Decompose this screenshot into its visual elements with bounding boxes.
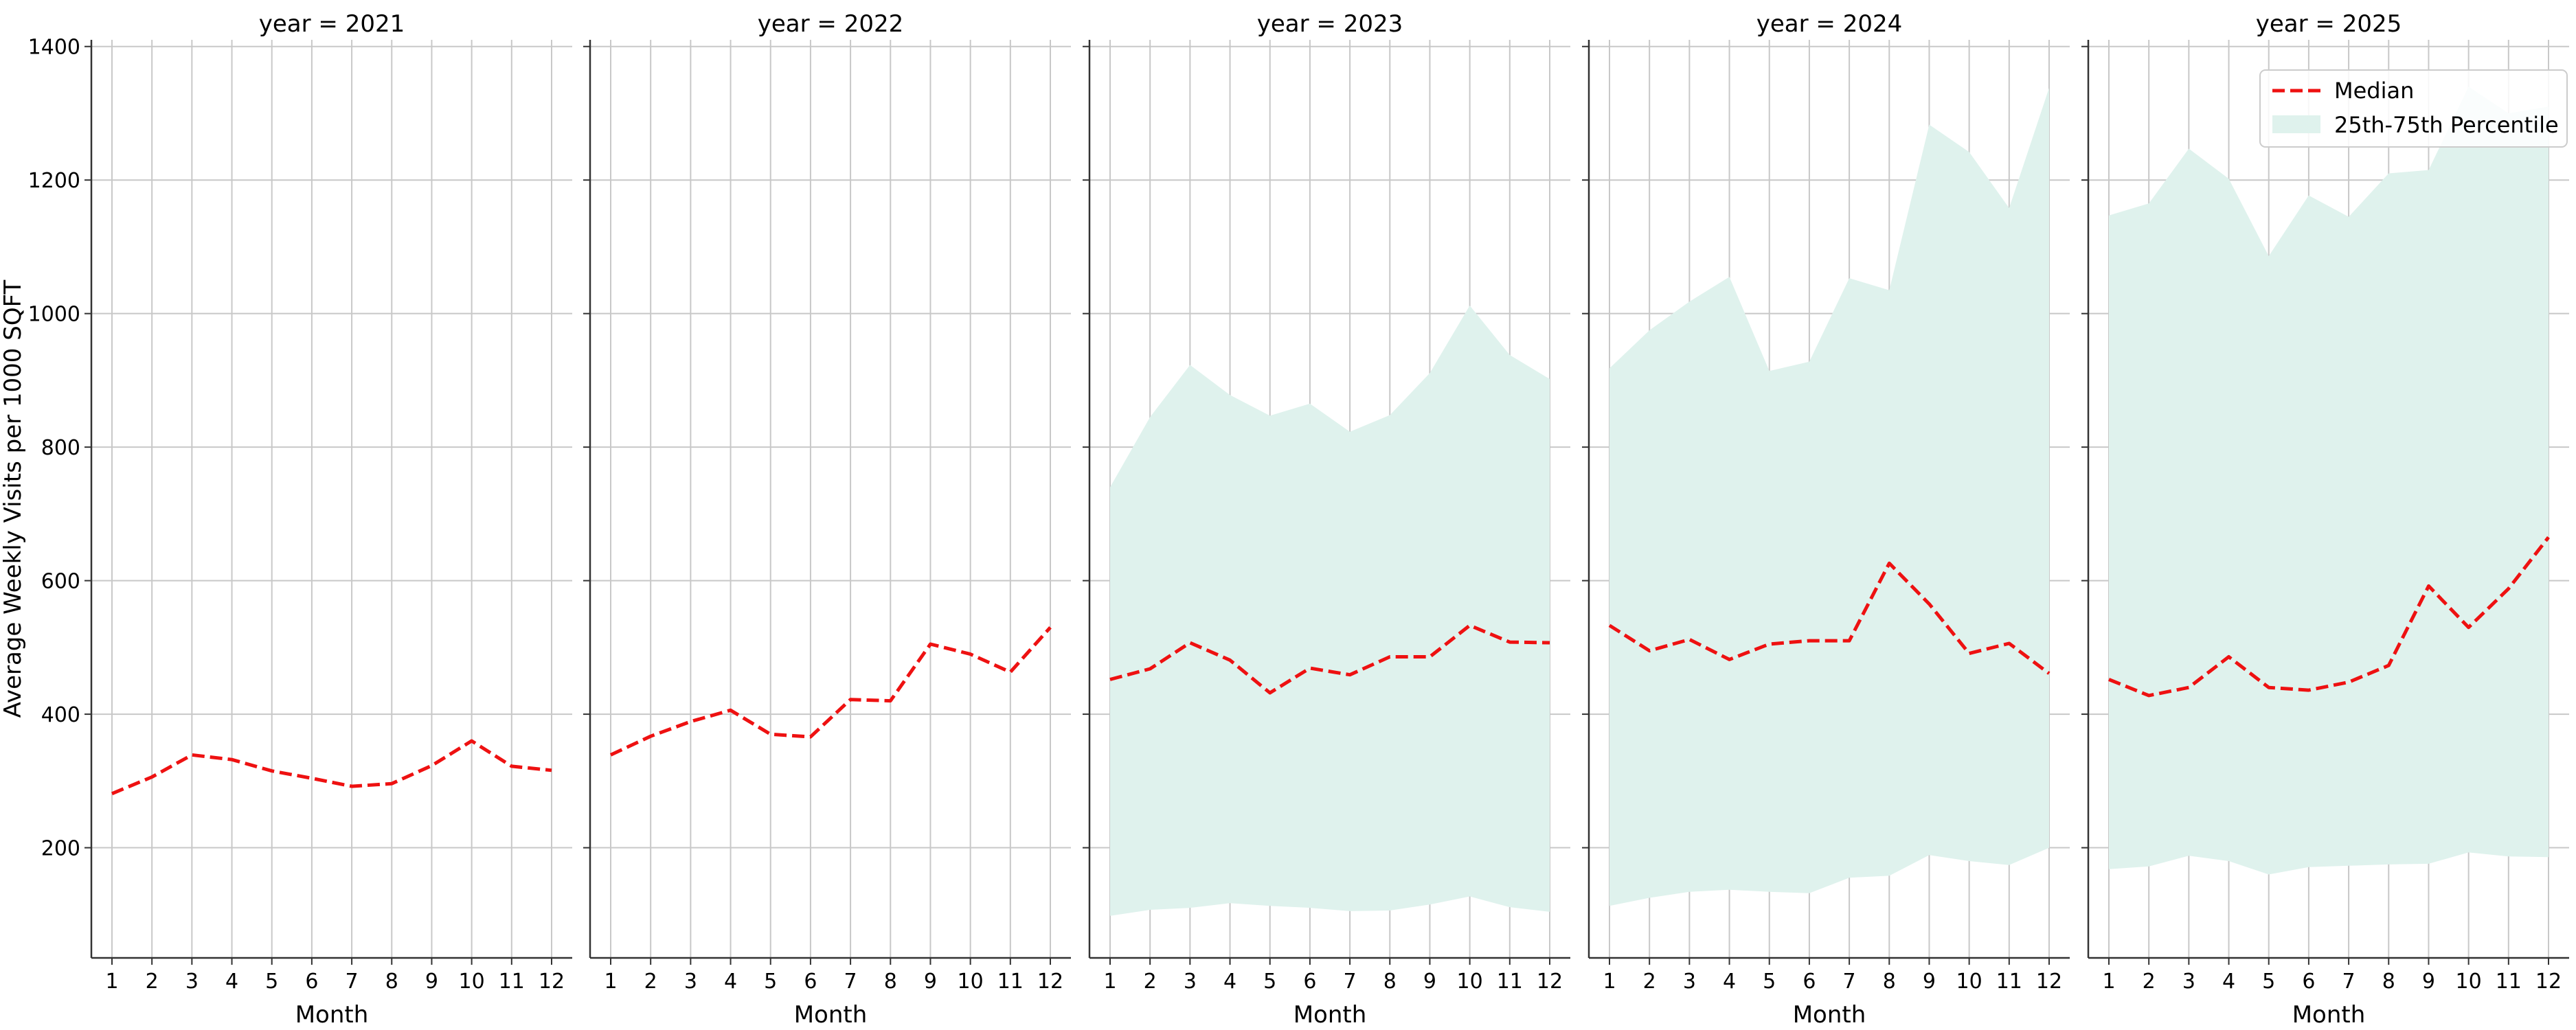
x-tick-label: 11: [1996, 970, 2022, 994]
x-tick-label: 3: [2182, 970, 2195, 994]
x-tick-label: 10: [1457, 970, 1483, 994]
legend-band-label: 25th-75th Percentile: [2334, 112, 2559, 138]
x-axis-label: Month: [295, 1001, 369, 1029]
percentile-band: [2109, 87, 2549, 875]
x-tick-label: 4: [724, 970, 737, 994]
x-tick-label: 8: [1383, 970, 1397, 994]
percentile-band: [1110, 306, 1550, 916]
panel-title: year = 2023: [1257, 10, 1403, 38]
y-tick-label: 1400: [28, 36, 80, 60]
x-tick-label: 2: [2143, 970, 2156, 994]
y-tick-label: 1200: [28, 169, 80, 193]
x-tick-label: 2: [1144, 970, 1157, 994]
x-tick-label: 5: [2262, 970, 2275, 994]
median-line: [2108, 536, 2550, 698]
legend: Median 25th-75th Percentile: [2259, 69, 2568, 148]
x-tick-label: 6: [804, 970, 817, 994]
panel-title: year = 2024: [1756, 10, 1902, 38]
x-tick-label: 11: [1497, 970, 1523, 994]
x-tick-label: 9: [1923, 970, 1936, 994]
x-tick-label: 1: [2102, 970, 2115, 994]
median-line: [1109, 623, 1550, 695]
x-tick-label: 12: [2535, 970, 2562, 994]
x-tick-label: 7: [346, 970, 359, 994]
x-tick-label: 9: [924, 970, 937, 994]
x-tick-label: 4: [1723, 970, 1736, 994]
x-tick-label: 1: [1603, 970, 1616, 994]
x-axis-label: Month: [1793, 1001, 1866, 1029]
x-tick-label: 4: [1223, 970, 1236, 994]
x-tick-label: 8: [2382, 970, 2395, 994]
x-tick-label: 5: [1263, 970, 1276, 994]
x-tick-label: 7: [1843, 970, 1856, 994]
median-line: [609, 626, 1052, 757]
x-tick-label: 4: [2222, 970, 2235, 994]
y-tick-label: 600: [41, 570, 80, 594]
x-tick-label: 7: [1344, 970, 1357, 994]
x-tick-label: 1: [1103, 970, 1116, 994]
x-tick-label: 4: [225, 970, 238, 994]
x-tick-label: 10: [459, 970, 485, 994]
y-tick-label: 200: [41, 837, 80, 861]
x-axis-label: Month: [794, 1001, 868, 1029]
x-tick-label: 9: [2422, 970, 2435, 994]
x-tick-label: 11: [499, 970, 525, 994]
x-tick-label: 12: [1037, 970, 1063, 994]
median-line: [1608, 561, 2050, 675]
x-tick-label: 1: [604, 970, 617, 994]
x-axis-label: Month: [2292, 1001, 2366, 1029]
panel-title: year = 2022: [758, 10, 903, 38]
x-tick-label: 12: [2036, 970, 2062, 994]
x-tick-label: 8: [1883, 970, 1896, 994]
x-tick-label: 7: [2342, 970, 2355, 994]
x-tick-label: 3: [1683, 970, 1696, 994]
x-tick-label: 10: [958, 970, 984, 994]
x-tick-label: 8: [385, 970, 398, 994]
x-tick-label: 2: [644, 970, 657, 994]
x-tick-label: 5: [764, 970, 777, 994]
x-tick-label: 5: [265, 970, 278, 994]
x-tick-label: 5: [1763, 970, 1776, 994]
x-tick-label: 7: [844, 970, 857, 994]
x-tick-label: 6: [2302, 970, 2315, 994]
median-line: [111, 739, 552, 796]
x-tick-label: 12: [1537, 970, 1563, 994]
x-tick-label: 10: [2456, 970, 2482, 994]
x-tick-label: 6: [1303, 970, 1316, 994]
x-tick-label: 3: [185, 970, 199, 994]
panel-title: year = 2021: [259, 10, 405, 38]
legend-band-swatch: [2272, 115, 2320, 133]
legend-median-label: Median: [2334, 78, 2414, 104]
x-tick-label: 6: [1803, 970, 1816, 994]
x-tick-label: 9: [1423, 970, 1436, 994]
y-tick-label: 1000: [28, 303, 80, 327]
percentile-band: [1609, 88, 2049, 906]
x-tick-label: 11: [997, 970, 1024, 994]
y-tick-label: 800: [41, 436, 80, 460]
x-tick-label: 12: [539, 970, 565, 994]
panel-title: year = 2025: [2256, 10, 2402, 38]
x-tick-label: 11: [2496, 970, 2522, 994]
y-axis-label: Average Weekly Visits per 1000 SQFT: [0, 279, 27, 718]
x-tick-label: 3: [684, 970, 697, 994]
x-tick-label: 10: [1956, 970, 1982, 994]
x-tick-label: 2: [1643, 970, 1656, 994]
y-tick-label: 400: [41, 703, 80, 727]
x-tick-label: 3: [1184, 970, 1197, 994]
x-axis-label: Month: [1293, 1001, 1367, 1029]
x-tick-label: 6: [305, 970, 318, 994]
x-tick-label: 1: [105, 970, 118, 994]
x-tick-label: 8: [884, 970, 897, 994]
x-tick-label: 9: [425, 970, 438, 994]
legend-box: [2259, 69, 2568, 148]
x-tick-label: 2: [146, 970, 159, 994]
